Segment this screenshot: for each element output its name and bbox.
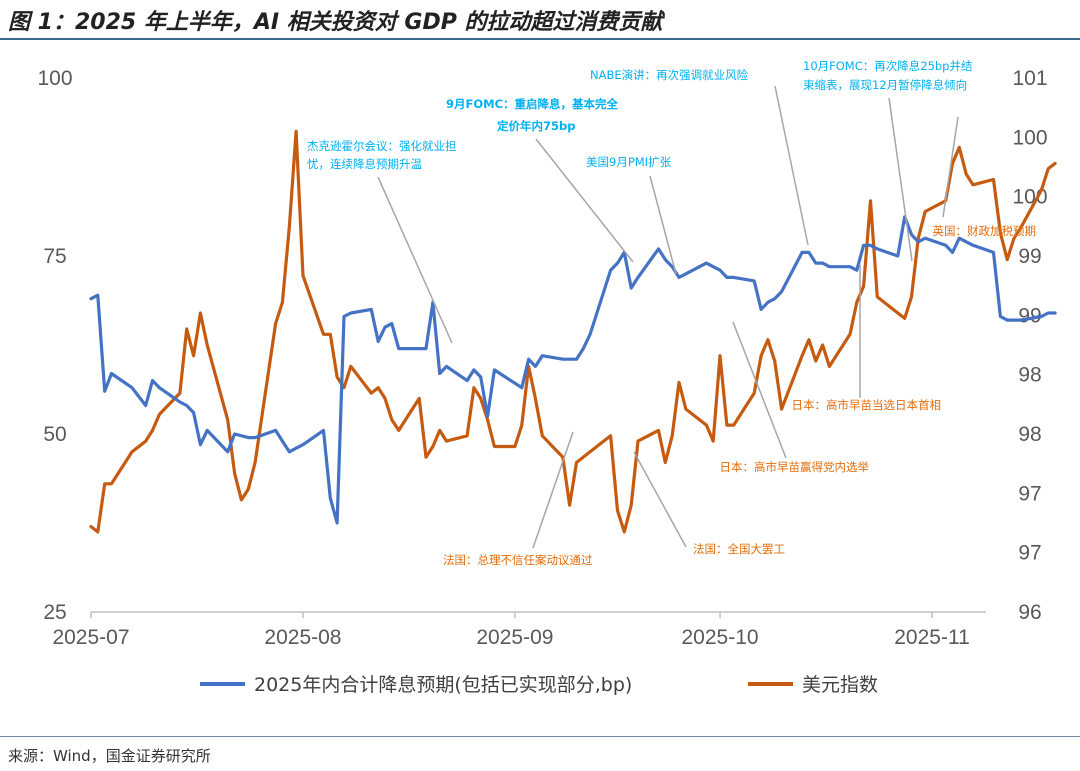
annotation-leader-line xyxy=(732,321,787,459)
annotation-text: NABE演讲：再次强调就业风险 xyxy=(590,68,749,82)
y-right-tick-label: 98 xyxy=(1018,364,1041,387)
title-divider xyxy=(0,38,1080,40)
y-right-tick-label: 96 xyxy=(1018,601,1041,624)
series-line-dollar-index xyxy=(89,129,1057,534)
legend-label-orange: 美元指数 xyxy=(802,674,878,696)
annotation-text: 忧，连续降息预期升温 xyxy=(307,157,422,171)
y-right-tick-label: 98 xyxy=(1018,423,1041,446)
source-note: 来源：Wind，国金证券研究所 xyxy=(8,747,211,765)
annotation-event: 法国：全国大罢工 xyxy=(633,451,785,556)
annotation-policy: NABE演讲：再次强调就业风险 xyxy=(590,68,809,246)
y-left-tick-label: 25 xyxy=(43,601,66,624)
annotation-text: 日本：高市早苗赢得党内选举 xyxy=(720,460,870,474)
y-right-tick-label: 97 xyxy=(1018,542,1041,565)
figure-title: 图 1：2025 年上半年，AI 相关投资对 GDP 的拉动超过消费贡献 xyxy=(8,10,663,35)
series-line-rate-cut-expectations xyxy=(89,215,1057,525)
annotations: 杰克逊霍尔会议：强化就业担忧，连续降息预期升温9月FOMC：重启降息，基本完全定… xyxy=(307,59,1036,567)
annotation-leader-line xyxy=(649,175,677,275)
annotation-event: 日本：高市早苗当选日本首相 xyxy=(792,264,942,412)
annotation-leader-line xyxy=(532,431,574,549)
x-tick-label: 2025-11 xyxy=(894,626,970,649)
annotation-leader-line xyxy=(774,85,809,246)
annotation-leader-line xyxy=(942,116,959,218)
annotation-text: 日本：高市早苗当选日本首相 xyxy=(792,398,942,412)
annotation-event: 法国：总理不信任案动议通过 xyxy=(443,431,593,567)
annotation-event: 英国：财政加税预期 xyxy=(933,116,1037,238)
annotation-leader-line xyxy=(633,451,687,548)
annotation-text: 束缩表，展现12月暂停降息倾向 xyxy=(803,78,967,92)
annotation-text: 杰克逊霍尔会议：强化就业担 xyxy=(307,139,457,153)
annotation-leader-line xyxy=(535,138,634,263)
annotation-text: 9月FOMC：重启降息，基本完全 xyxy=(446,97,619,111)
annotation-leader-line xyxy=(888,97,913,262)
annotation-text: 英国：财政加税预期 xyxy=(933,224,1037,238)
annotation-policy: 美国9月PMI扩张 xyxy=(586,155,677,275)
y-left-tick-label: 100 xyxy=(37,67,72,90)
series-layer xyxy=(89,129,1057,534)
legend-label-blue: 2025年内合计降息预期(包括已实现部分,bp) xyxy=(254,674,632,696)
annotation-text: 法国：全国大罢工 xyxy=(693,542,785,556)
annotation-text: 10月FOMC：再次降息25bp并结 xyxy=(803,59,972,73)
annotation-text: 定价年内75bp xyxy=(497,119,575,133)
y-left-tick-label: 75 xyxy=(43,245,66,268)
x-tick-label: 2025-10 xyxy=(682,626,759,649)
x-tick-label: 2025-08 xyxy=(264,626,341,649)
y-right-tick-label: 100 xyxy=(1012,126,1047,149)
y-left-tick-label: 50 xyxy=(43,423,66,446)
legend: 2025年内合计降息预期(包括已实现部分,bp) 美元指数 xyxy=(200,674,878,696)
x-tick-label: 2025-09 xyxy=(476,626,553,649)
annotation-text: 美国9月PMI扩张 xyxy=(586,155,672,169)
annotation-text: 法国：总理不信任案动议通过 xyxy=(443,553,593,567)
y-right-tick-label: 101 xyxy=(1012,67,1047,90)
axes: 2025-07 2025-08 2025-09 2025-10 2025-11 25 50 7… xyxy=(37,67,1047,649)
y-right-tick-label: 99 xyxy=(1018,304,1041,327)
y-right-tick-label: 99 xyxy=(1018,245,1041,268)
y-right-tick-label: 97 xyxy=(1018,482,1041,505)
annotation-leader-line xyxy=(377,176,453,344)
annotation-event: 日本：高市早苗赢得党内选举 xyxy=(720,321,870,474)
y-right-tick-label: 100 xyxy=(1012,186,1047,209)
source-divider xyxy=(0,736,1080,737)
x-tick-label: 2025-07 xyxy=(52,626,129,649)
